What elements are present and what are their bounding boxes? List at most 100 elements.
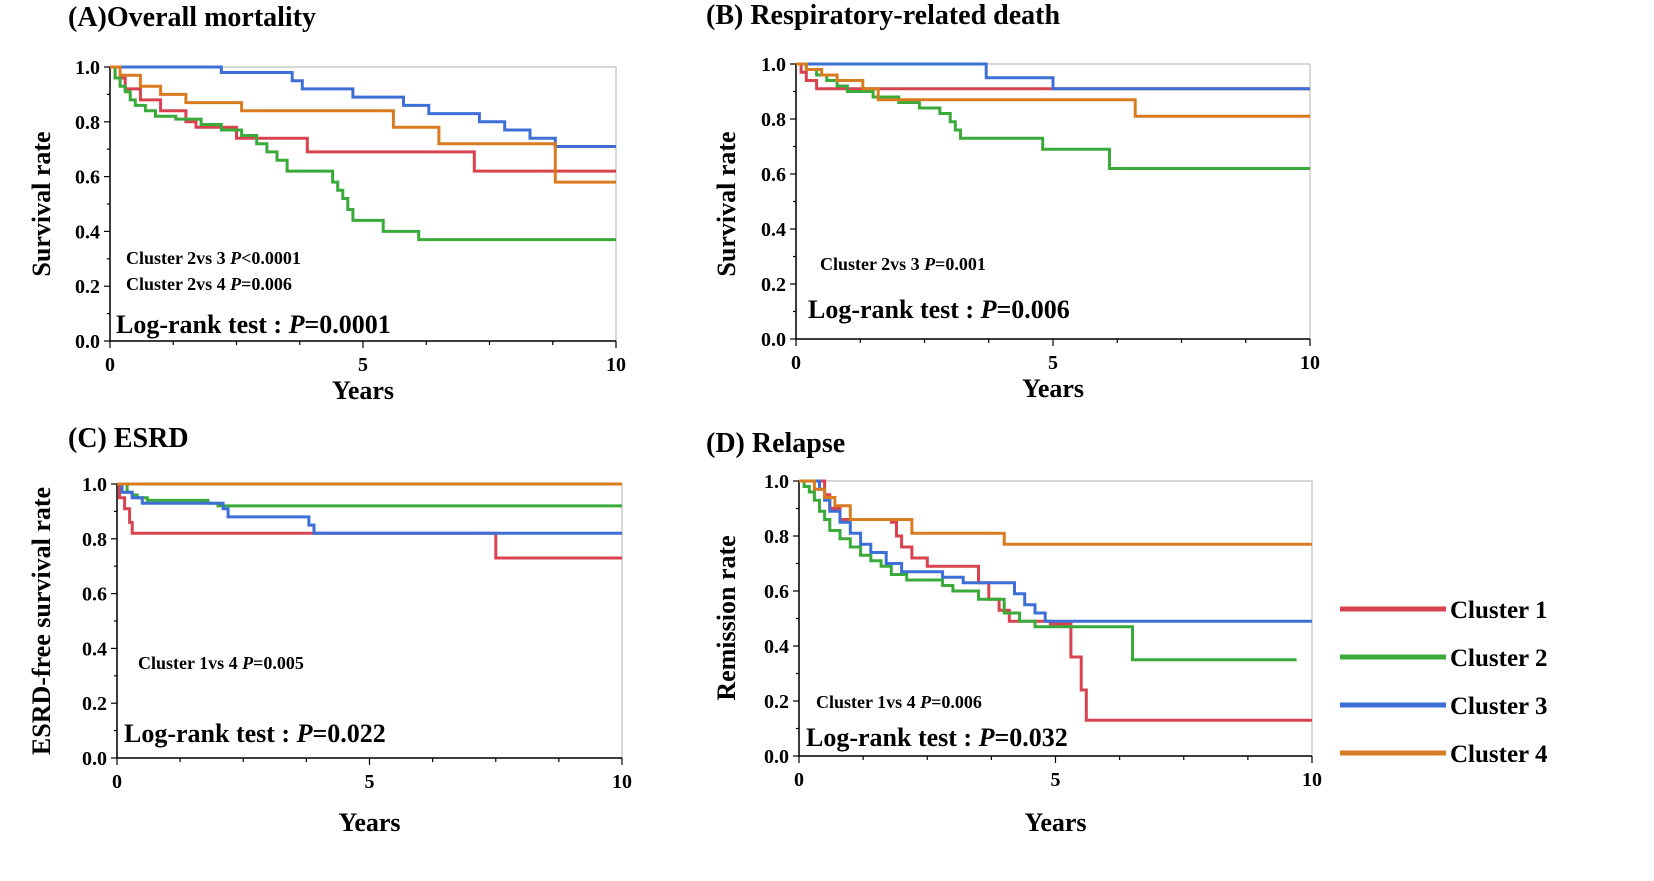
curve-cluster-1 (110, 65, 616, 173)
x-tick-label: 10 (1302, 769, 1322, 791)
x-tick-label: 5 (1048, 352, 1058, 374)
panel-title: (D) Relapse (706, 428, 845, 459)
y-tick-label: 0.4 (764, 636, 789, 658)
x-tick-label: 0 (794, 769, 804, 791)
plot-frame (109, 66, 617, 342)
y-tick-label: 1.0 (761, 54, 786, 76)
stat-label: Log-rank test : (806, 723, 979, 752)
y-axis-label: ESRD-free survival rate (27, 487, 56, 755)
curve-cluster-3 (796, 62, 1310, 91)
y-tick-label: 0.6 (764, 581, 789, 603)
pairwise-annotation: Cluster 2vs 4 P=0.006 (126, 274, 292, 294)
legend-label: Cluster 1 (1450, 597, 1547, 624)
x-axis-label: Years (338, 808, 400, 837)
curve-cluster-2 (110, 65, 616, 242)
plot-frame (116, 483, 623, 759)
x-tick-label: 10 (606, 354, 626, 376)
legend: Cluster 1 Cluster 2 Cluster 3 Cluster 4 (1340, 597, 1548, 768)
curve-cluster-4 (796, 62, 1310, 118)
y-tick-label: 0.6 (75, 167, 100, 189)
y-tick-label: 0.0 (764, 746, 789, 768)
stat-label: Cluster 2vs 3 (126, 248, 230, 268)
pairwise-annotation: Cluster 2vs 3 P<0.0001 (126, 248, 301, 268)
y-tick-label: 0.2 (761, 274, 786, 296)
pairwise-annotation: Cluster 2vs 3 P=0.001 (820, 254, 986, 274)
x-axis-label: Years (332, 376, 394, 405)
p-value: =0.006 (996, 295, 1069, 324)
curve-cluster-4 (799, 479, 1312, 546)
x-tick-label: 0 (105, 354, 115, 376)
p-value: <0.0001 (241, 248, 301, 268)
y-tick-label: 0.8 (75, 112, 100, 134)
x-axis-label: Years (1024, 808, 1086, 837)
stat-label: Cluster 2vs 3 (820, 254, 924, 274)
curve-cluster-1 (799, 479, 1312, 722)
curve-cluster-4 (110, 65, 616, 184)
p-symbol: P (923, 254, 936, 274)
legend-label: Cluster 2 (1450, 645, 1547, 672)
y-tick-label: 0.0 (761, 329, 786, 351)
p-symbol: P (980, 295, 998, 324)
p-value: =0.022 (312, 719, 385, 748)
x-tick-label: 10 (612, 771, 632, 793)
panel-d: (D) Relapse 0.0 0.2 0.4 0.6 0.8 1.0 0 5 10 Years Re… (706, 428, 1322, 837)
p-value: =0.0001 (304, 310, 390, 339)
plot-frame (798, 480, 1313, 757)
y-tick-label: 0.6 (761, 164, 786, 186)
stat-label: Cluster 1vs 4 (816, 692, 920, 712)
panel-b: (B) Respiratory-related death 0.0 0.2 0.4 0.… (706, 0, 1320, 403)
p-value: =0.001 (935, 254, 986, 274)
panel-title: (C) ESRD (68, 423, 189, 454)
p-symbol: P (229, 274, 242, 294)
p-symbol: P (919, 692, 932, 712)
panel-a: (A)Overall mortality 0.0 0.2 0.4 0.6 0.8 1.0 0 5… (27, 2, 626, 405)
y-tick-label: 0.8 (82, 529, 107, 551)
stat-label: Log-rank test : (124, 719, 297, 748)
legend-label: Cluster 3 (1450, 693, 1547, 720)
y-axis-label: Survival rate (27, 131, 56, 276)
y-tick-label: 0.2 (82, 693, 107, 715)
p-value: =0.006 (931, 692, 982, 712)
x-tick-label: 10 (1300, 352, 1320, 374)
x-axis-label: Years (1022, 374, 1084, 403)
panel-c: (C) ESRD 0.0 0.2 0.4 0.6 0.8 1.0 0 5 10 Years ESRD-… (27, 423, 632, 837)
y-tick-label: 0.4 (82, 638, 107, 660)
y-tick-label: 0.8 (761, 109, 786, 131)
stat-label: Log-rank test : (808, 295, 981, 324)
x-tick-label: 0 (791, 352, 801, 374)
x-tick-label: 5 (365, 771, 375, 793)
y-axis-label: Remission rate (712, 535, 741, 700)
curve-cluster-3 (799, 479, 1312, 623)
x-tick-label: 5 (358, 354, 368, 376)
p-symbol: P (241, 653, 254, 673)
p-value: =0.006 (241, 274, 292, 294)
pairwise-annotation: Cluster 1vs 4 P=0.005 (138, 653, 304, 673)
x-tick-label: 0 (112, 771, 122, 793)
stat-label: Log-rank test : (116, 310, 289, 339)
y-axis-label: Survival rate (712, 131, 741, 276)
y-tick-label: 0.0 (82, 748, 107, 770)
y-tick-label: 0.4 (75, 221, 100, 243)
p-symbol: P (288, 310, 306, 339)
stat-label: Cluster 2vs 4 (126, 274, 230, 294)
y-tick-label: 0.0 (75, 331, 100, 353)
legend-label: Cluster 4 (1450, 741, 1548, 768)
curve-cluster-2 (799, 479, 1297, 662)
stat-label: Cluster 1vs 4 (138, 653, 242, 673)
y-tick-label: 0.4 (761, 219, 786, 241)
y-tick-label: 0.2 (764, 691, 789, 713)
p-symbol: P (978, 723, 996, 752)
logrank-annotation: Log-rank test : P=0.006 (808, 295, 1070, 324)
panel-title: (B) Respiratory-related death (706, 0, 1061, 31)
p-symbol: P (229, 248, 242, 268)
pairwise-annotation: Cluster 1vs 4 P=0.006 (816, 692, 982, 712)
curve-cluster-3 (117, 482, 622, 535)
y-tick-label: 0.8 (764, 526, 789, 548)
p-value: =0.032 (994, 723, 1067, 752)
y-tick-label: 1.0 (82, 474, 107, 496)
logrank-annotation: Log-rank test : P=0.032 (806, 723, 1068, 752)
y-tick-label: 1.0 (764, 471, 789, 493)
x-tick-label: 5 (1051, 769, 1061, 791)
p-symbol: P (296, 719, 314, 748)
